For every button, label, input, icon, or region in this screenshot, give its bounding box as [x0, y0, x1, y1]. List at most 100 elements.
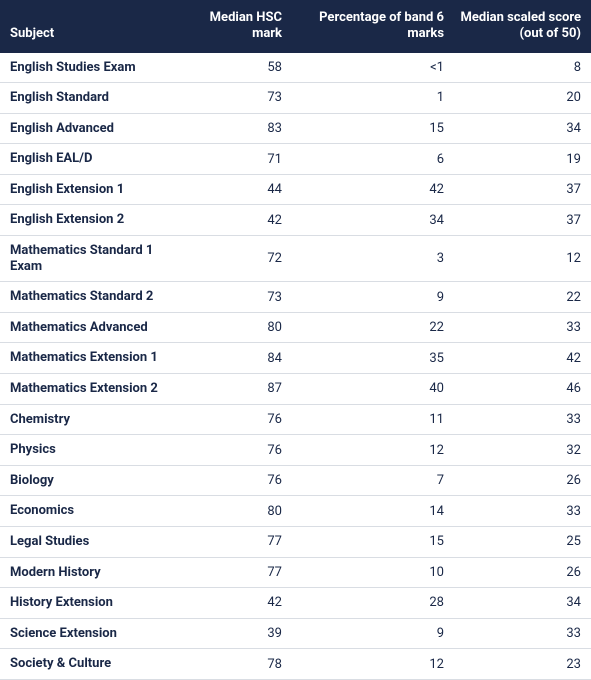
- cell-subject: Mathematics Extension 1: [0, 343, 172, 374]
- cell-pct: 42: [290, 174, 452, 205]
- cell-mark: 73: [172, 282, 290, 313]
- cell-mark: 80: [172, 496, 290, 527]
- cell-pct: 6: [290, 144, 452, 175]
- table-row: English EAL/D71619: [0, 144, 591, 175]
- cell-mark: 84: [172, 343, 290, 374]
- table-row: Society & Culture781223: [0, 649, 591, 680]
- table-header: Subject Median HSC mark Percentage of ba…: [0, 0, 591, 53]
- hsc-table: Subject Median HSC mark Percentage of ba…: [0, 0, 591, 680]
- cell-subject: Chemistry: [0, 404, 172, 435]
- cell-pct: 11: [290, 404, 452, 435]
- cell-subject: English Standard: [0, 83, 172, 114]
- cell-score: 12: [452, 236, 591, 282]
- cell-mark: 71: [172, 144, 290, 175]
- cell-score: 33: [452, 312, 591, 343]
- cell-score: 33: [452, 496, 591, 527]
- cell-score: 20: [452, 83, 591, 114]
- table-row: Mathematics Standard 1 Exam72312: [0, 236, 591, 282]
- table-row: Modern History771026: [0, 557, 591, 588]
- cell-pct: 28: [290, 588, 452, 619]
- cell-pct: 9: [290, 282, 452, 313]
- table-row: Mathematics Advanced802233: [0, 312, 591, 343]
- cell-pct: 12: [290, 649, 452, 680]
- table-row: Physics761232: [0, 435, 591, 466]
- cell-mark: 87: [172, 374, 290, 405]
- table-row: English Extension 2423437: [0, 205, 591, 236]
- cell-score: 33: [452, 618, 591, 649]
- cell-pct: 7: [290, 465, 452, 496]
- cell-subject: English Studies Exam: [0, 53, 172, 83]
- cell-mark: 39: [172, 618, 290, 649]
- cell-subject: Legal Studies: [0, 527, 172, 558]
- cell-subject: Biology: [0, 465, 172, 496]
- cell-mark: 80: [172, 312, 290, 343]
- cell-pct: 35: [290, 343, 452, 374]
- cell-pct: 34: [290, 205, 452, 236]
- cell-mark: 72: [172, 236, 290, 282]
- table-row: History Extension422834: [0, 588, 591, 619]
- cell-score: 37: [452, 174, 591, 205]
- cell-subject: Science Extension: [0, 618, 172, 649]
- cell-subject: English Extension 1: [0, 174, 172, 205]
- table-row: Mathematics Standard 273922: [0, 282, 591, 313]
- table-row: English Studies Exam58<18: [0, 53, 591, 83]
- cell-pct: 12: [290, 435, 452, 466]
- cell-mark: 83: [172, 113, 290, 144]
- cell-score: 23: [452, 649, 591, 680]
- cell-mark: 42: [172, 588, 290, 619]
- cell-pct: 3: [290, 236, 452, 282]
- cell-subject: Mathematics Advanced: [0, 312, 172, 343]
- table-row: Science Extension39933: [0, 618, 591, 649]
- table-row: English Standard73120: [0, 83, 591, 114]
- col-header-subject: Subject: [0, 0, 172, 53]
- table-body: English Studies Exam58<18English Standar…: [0, 53, 591, 680]
- cell-mark: 77: [172, 557, 290, 588]
- cell-score: 26: [452, 465, 591, 496]
- table-row: Biology76726: [0, 465, 591, 496]
- cell-mark: 76: [172, 465, 290, 496]
- cell-subject: Society & Culture: [0, 649, 172, 680]
- cell-score: 26: [452, 557, 591, 588]
- cell-mark: 58: [172, 53, 290, 83]
- col-header-score: Median scaled score (out of 50): [452, 0, 591, 53]
- cell-pct: 10: [290, 557, 452, 588]
- cell-subject: Economics: [0, 496, 172, 527]
- table-row: Legal Studies771525: [0, 527, 591, 558]
- cell-subject: Physics: [0, 435, 172, 466]
- cell-score: 32: [452, 435, 591, 466]
- cell-mark: 42: [172, 205, 290, 236]
- cell-subject: English Advanced: [0, 113, 172, 144]
- cell-mark: 76: [172, 435, 290, 466]
- cell-score: 22: [452, 282, 591, 313]
- cell-score: 25: [452, 527, 591, 558]
- cell-mark: 76: [172, 404, 290, 435]
- cell-pct: 14: [290, 496, 452, 527]
- cell-pct: 22: [290, 312, 452, 343]
- cell-score: 34: [452, 113, 591, 144]
- cell-pct: 15: [290, 527, 452, 558]
- col-header-pct: Percentage of band 6 marks: [290, 0, 452, 53]
- cell-subject: Mathematics Standard 1 Exam: [0, 236, 172, 282]
- table-row: English Extension 1444237: [0, 174, 591, 205]
- cell-subject: Mathematics Standard 2: [0, 282, 172, 313]
- table-row: Mathematics Extension 2874046: [0, 374, 591, 405]
- table-row: English Advanced831534: [0, 113, 591, 144]
- cell-score: 8: [452, 53, 591, 83]
- cell-score: 46: [452, 374, 591, 405]
- cell-score: 19: [452, 144, 591, 175]
- cell-subject: English Extension 2: [0, 205, 172, 236]
- cell-subject: Mathematics Extension 2: [0, 374, 172, 405]
- table-row: Economics801433: [0, 496, 591, 527]
- cell-mark: 78: [172, 649, 290, 680]
- cell-score: 34: [452, 588, 591, 619]
- cell-mark: 77: [172, 527, 290, 558]
- cell-pct: 40: [290, 374, 452, 405]
- cell-mark: 73: [172, 83, 290, 114]
- cell-subject: History Extension: [0, 588, 172, 619]
- col-header-mark: Median HSC mark: [172, 0, 290, 53]
- cell-mark: 44: [172, 174, 290, 205]
- cell-subject: Modern History: [0, 557, 172, 588]
- table-row: Mathematics Extension 1843542: [0, 343, 591, 374]
- cell-pct: 9: [290, 618, 452, 649]
- cell-score: 37: [452, 205, 591, 236]
